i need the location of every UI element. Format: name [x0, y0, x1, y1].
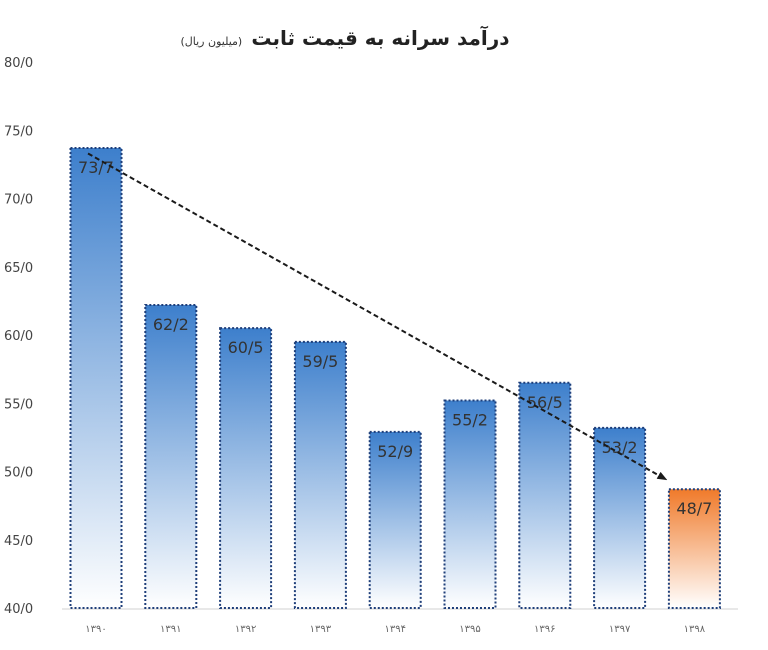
y-tick-label: 60/0	[4, 329, 33, 344]
y-tick-label: 55/0	[4, 397, 33, 412]
chart-unit-text: (میلیون ریال)	[180, 35, 243, 48]
data-label: 53/2	[602, 438, 638, 457]
x-tick-label: ۱۳۹۴	[384, 624, 405, 635]
data-label: 59/5	[302, 352, 338, 371]
x-tick-label: ۱۳۹۷	[609, 624, 631, 635]
bar	[443, 399, 497, 609]
x-tick-label: ۱۳۹۰	[85, 624, 106, 635]
y-tick-label: 80/0	[4, 56, 33, 71]
data-label: 48/7	[676, 499, 712, 518]
x-tick-label: ۱۳۹۶	[534, 624, 555, 635]
data-label: 73/7	[78, 158, 114, 177]
x-tick-label: ۱۳۹۳	[310, 624, 332, 635]
y-tick-label: 75/0	[4, 124, 33, 139]
x-tick-label: ۱۳۹۸	[684, 624, 706, 635]
x-tick-label: ۱۳۹۲	[235, 624, 256, 635]
bar	[518, 381, 572, 609]
chart-title-text: درآمد سرانه به قیمت ثابت	[251, 26, 510, 50]
bar	[144, 303, 198, 609]
data-label: 52/9	[377, 442, 413, 461]
y-tick-label: 70/0	[4, 193, 33, 208]
bar	[219, 327, 273, 609]
x-tick-label: ۱۳۹۱	[160, 624, 181, 635]
y-tick-label: 40/0	[4, 602, 33, 617]
y-tick-label: 50/0	[4, 466, 33, 481]
trend-arrow	[87, 152, 668, 481]
bar	[69, 146, 123, 609]
data-label: 56/5	[527, 393, 563, 412]
x-tick-label: ۱۳۹۵	[459, 624, 480, 635]
data-label: 62/2	[153, 315, 189, 334]
y-tick-label: 45/0	[4, 534, 33, 549]
data-label: 55/2	[452, 411, 488, 430]
bar	[593, 426, 647, 609]
bar	[293, 340, 347, 609]
bar	[667, 488, 721, 609]
chart-title: درآمد سرانه به قیمت ثابت (میلیون ریال)	[150, 26, 540, 50]
bar	[368, 430, 422, 610]
y-tick-label: 65/0	[4, 261, 33, 276]
data-label: 60/5	[228, 338, 264, 357]
